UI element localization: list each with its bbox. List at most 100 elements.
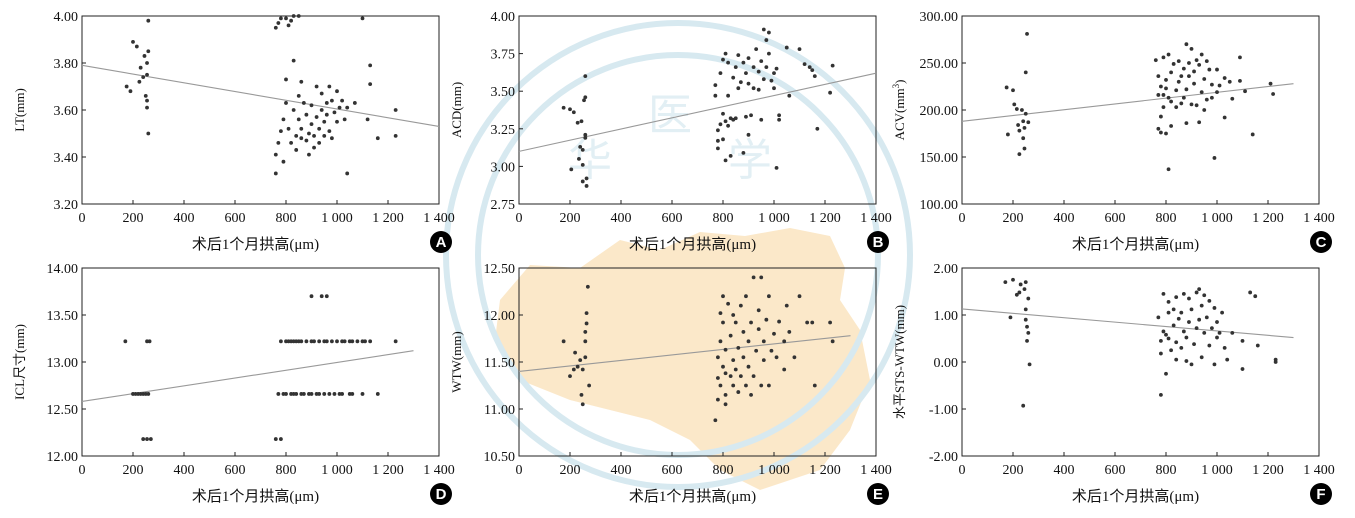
data-point [583,330,588,334]
data-point [1176,79,1181,84]
regression-line [518,335,851,372]
y-tick-label: 11.00 [484,403,515,418]
plot-frame [81,267,440,457]
x-tick-label: 200 [560,463,581,478]
data-point [764,317,769,322]
data-point [128,89,133,94]
seal-char-2-watermark: 医 [648,90,692,141]
x-tick-label: 1 400 [1303,463,1335,478]
data-point [1271,92,1275,96]
data-point [1250,132,1255,137]
data-point [1023,111,1028,116]
data-point [749,393,753,397]
data-point [756,87,761,92]
y-axis-label-close: ) [892,80,907,84]
data-point [812,383,817,388]
data-point [1171,62,1176,66]
x-tick-label: 1 400 [423,211,455,226]
data-point [744,114,748,119]
data-point [307,131,311,136]
data-point [1184,359,1189,363]
data-point [337,105,342,110]
data-point [751,65,756,70]
data-point [1023,70,1028,75]
chart-panel-f: 0 200 400 600 800 1 000 1 200 1 400 -2.00 -1.00 0.… [892,262,1335,505]
data-point [145,98,149,103]
y-tick-label: 14.00 [47,262,79,277]
data-point [718,311,723,316]
data-point [319,108,324,112]
data-point [1238,55,1242,60]
data-point [1210,82,1214,87]
data-point [782,367,787,372]
data-point [1156,126,1161,131]
data-point [774,66,779,71]
data-point [1187,296,1191,301]
data-point [309,122,314,126]
data-point [726,301,730,306]
data-point [276,21,281,25]
data-point [761,77,766,82]
data-point [1169,124,1173,128]
data-point [1025,31,1029,36]
data-point [1181,66,1186,71]
x-tick-label: 600 [662,463,683,478]
data-point [1156,93,1161,97]
data-point [286,126,291,131]
x-tick-label: 1 200 [1252,211,1284,226]
data-point [1017,152,1022,157]
data-point [314,115,319,119]
data-point [1212,362,1217,367]
data-point [355,339,360,344]
y-axis-label: ACD(mm) [449,82,464,138]
panel-letter: F [1316,486,1325,503]
data-point [299,339,304,344]
x-tick-label: 600 [225,463,246,478]
data-point [736,53,741,58]
data-point [1166,95,1171,100]
data-point [317,141,322,145]
data-point [276,141,281,145]
y-tick-label: -2.00 [929,450,958,465]
data-point [1248,290,1253,295]
data-point [286,23,291,28]
data-point [1273,360,1278,364]
data-point [138,65,143,70]
x-tick-label: 200 [560,211,581,226]
data-point [1022,125,1027,130]
x-axis-label: 术后1个月拱高(μm) [629,236,756,253]
data-point [731,383,736,388]
data-point [284,101,288,105]
data-point [1014,107,1019,111]
data-point [1217,83,1222,88]
data-point [767,294,771,299]
data-point [324,101,329,105]
x-axis-label: 术后1个月拱高(μm) [1072,488,1199,505]
data-point [761,27,766,32]
data-point [350,392,355,396]
charts-container: 0 200 400 600 800 1 000 1 200 1 400 3.20 3.40 3.60… [12,10,1335,505]
data-point [1012,102,1017,107]
data-point [317,126,322,131]
data-point [731,358,736,363]
data-point [1018,282,1023,287]
data-point [580,367,585,372]
data-point [330,98,334,103]
data-point [575,364,580,369]
data-point [1174,105,1179,110]
data-point [741,355,746,360]
data-point [1184,121,1189,126]
data-point [754,47,759,51]
data-point [1197,120,1202,125]
data-point [1174,340,1179,345]
y-tick-label: 12.50 [47,403,79,418]
data-point [145,105,149,110]
data-point [1156,74,1161,79]
background-watermark: 华 医 学 [443,20,913,490]
data-point [759,275,764,280]
data-point [764,65,769,70]
data-point [746,364,751,369]
data-point [716,376,720,380]
data-point [1215,335,1219,340]
